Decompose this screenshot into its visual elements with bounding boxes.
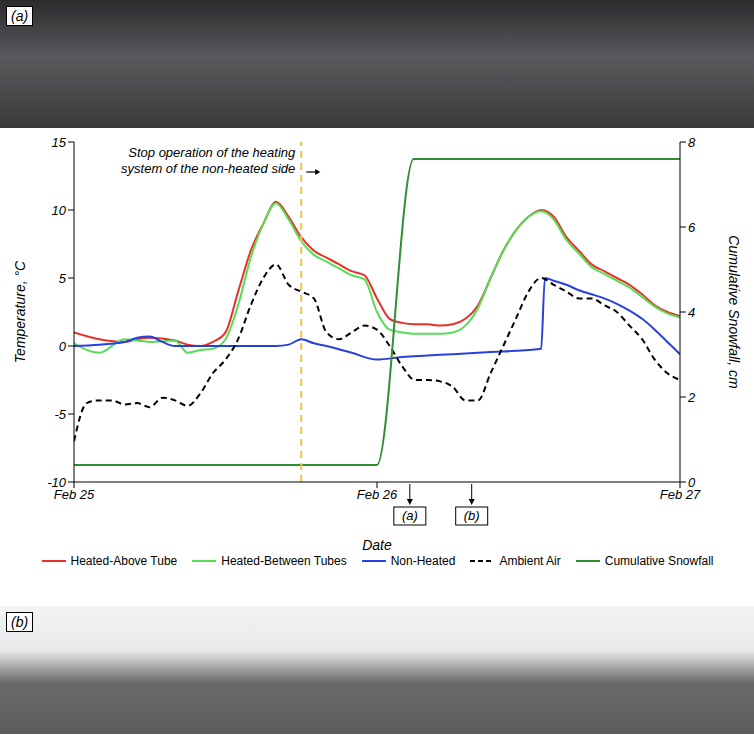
html-text:(a): (a): [11, 8, 29, 24]
svg-text:Feb 27: Feb 27: [659, 487, 701, 503]
html-text:Ambient Air: Ambient Air: [499, 554, 561, 568]
svg-text:Stop operation of the heating: Stop operation of the heating: [128, 145, 296, 160]
svg-text:-10: -10: [47, 475, 67, 490]
html-text:Heated-Above Tube: Heated-Above Tube: [70, 554, 178, 568]
html-text:Heated-Between Tubes: Heated-Between Tubes: [221, 554, 347, 568]
svg-text:0: 0: [688, 475, 696, 490]
svg-text:15: 15: [52, 135, 67, 150]
svg-text:5: 5: [59, 271, 67, 286]
svg-text:8: 8: [688, 135, 696, 150]
svg-text:10: 10: [52, 203, 67, 218]
svg-text:(a): (a): [402, 508, 418, 523]
html-text:Cumulative Snowfall: Cumulative Snowfall: [604, 554, 714, 568]
svg-text:2: 2: [687, 390, 696, 405]
svg-text:(b): (b): [464, 508, 480, 523]
svg-text:Temperature, °C: Temperature, °C: [12, 260, 28, 363]
svg-text:6: 6: [688, 220, 696, 235]
svg-text:-5: -5: [54, 407, 66, 422]
svg-text:0: 0: [59, 339, 67, 354]
svg-text:Feb 26: Feb 26: [357, 487, 398, 502]
html-text:Non-Heated: Non-Heated: [390, 554, 456, 568]
svg-text:Feb 25: Feb 25: [53, 487, 95, 503]
svg-text:4: 4: [688, 305, 695, 320]
svg-text:Cumulative Snowfall, cm: Cumulative Snowfall, cm: [726, 235, 742, 389]
html-text:(b): (b): [11, 614, 29, 630]
svg-text:Date: Date: [362, 537, 392, 553]
svg-text:system of the non-heated side: system of the non-heated side: [121, 161, 295, 176]
